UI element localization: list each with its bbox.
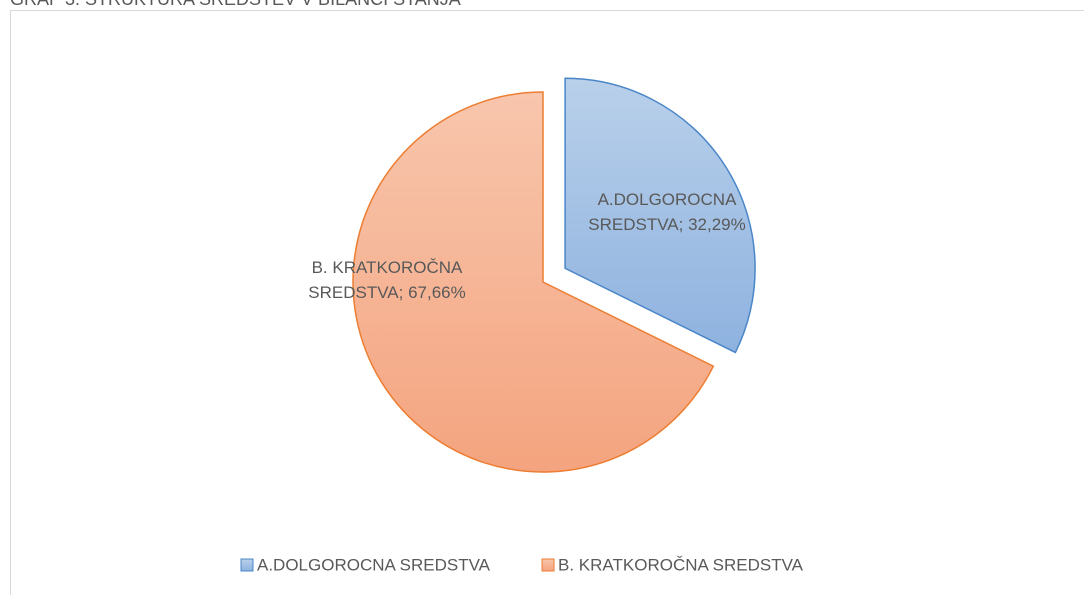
chart-title: GRAF 3: STRUKTURA SREDSTEV V BILANCI STA…	[10, 0, 461, 9]
legend-swatch	[541, 558, 555, 572]
data-label: A.DOLGOROCNA SREDSTVA; 32,29%	[588, 190, 746, 234]
legend-swatch	[240, 558, 254, 572]
data-label: B. KRATKOROČNA SREDSTVA; 67,66%	[308, 258, 466, 302]
chart-border	[10, 10, 1084, 595]
legend-label: B. KRATKOROČNA SREDSTVA	[558, 555, 804, 574]
legend-label: A.DOLGOROCNA SREDSTVA	[257, 555, 491, 574]
pie-slice	[352, 91, 715, 473]
pie-slice	[564, 77, 756, 354]
